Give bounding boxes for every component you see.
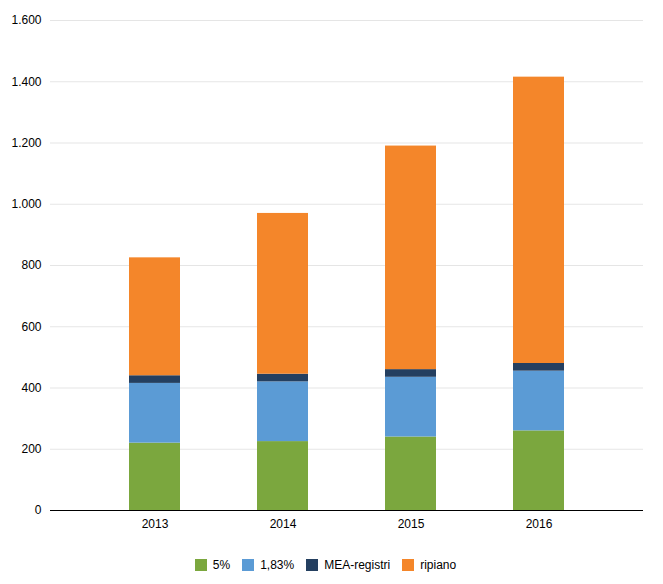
svg-text:1.400: 1.400 [11,75,41,89]
svg-text:600: 600 [21,320,41,334]
svg-text:200: 200 [21,442,41,456]
svg-text:800: 800 [21,258,41,272]
svg-text:400: 400 [21,381,41,395]
html-text:MEA-registri: MEA-registri [324,557,391,572]
svg-text:1.200: 1.200 [11,136,41,150]
svg-text:2016: 2016 [526,517,553,531]
svg-text:0: 0 [35,503,42,517]
svg-text:1.000: 1.000 [11,197,41,211]
html-text:5%: 5% [212,557,231,572]
html-text:ripiano: ripiano [420,557,457,572]
svg-text:2013: 2013 [142,517,169,531]
svg-text:1.600: 1.600 [11,13,41,27]
svg-text:2014: 2014 [270,517,297,531]
svg-text:2015: 2015 [398,517,425,531]
html-text:1,83%: 1,83% [260,557,295,572]
